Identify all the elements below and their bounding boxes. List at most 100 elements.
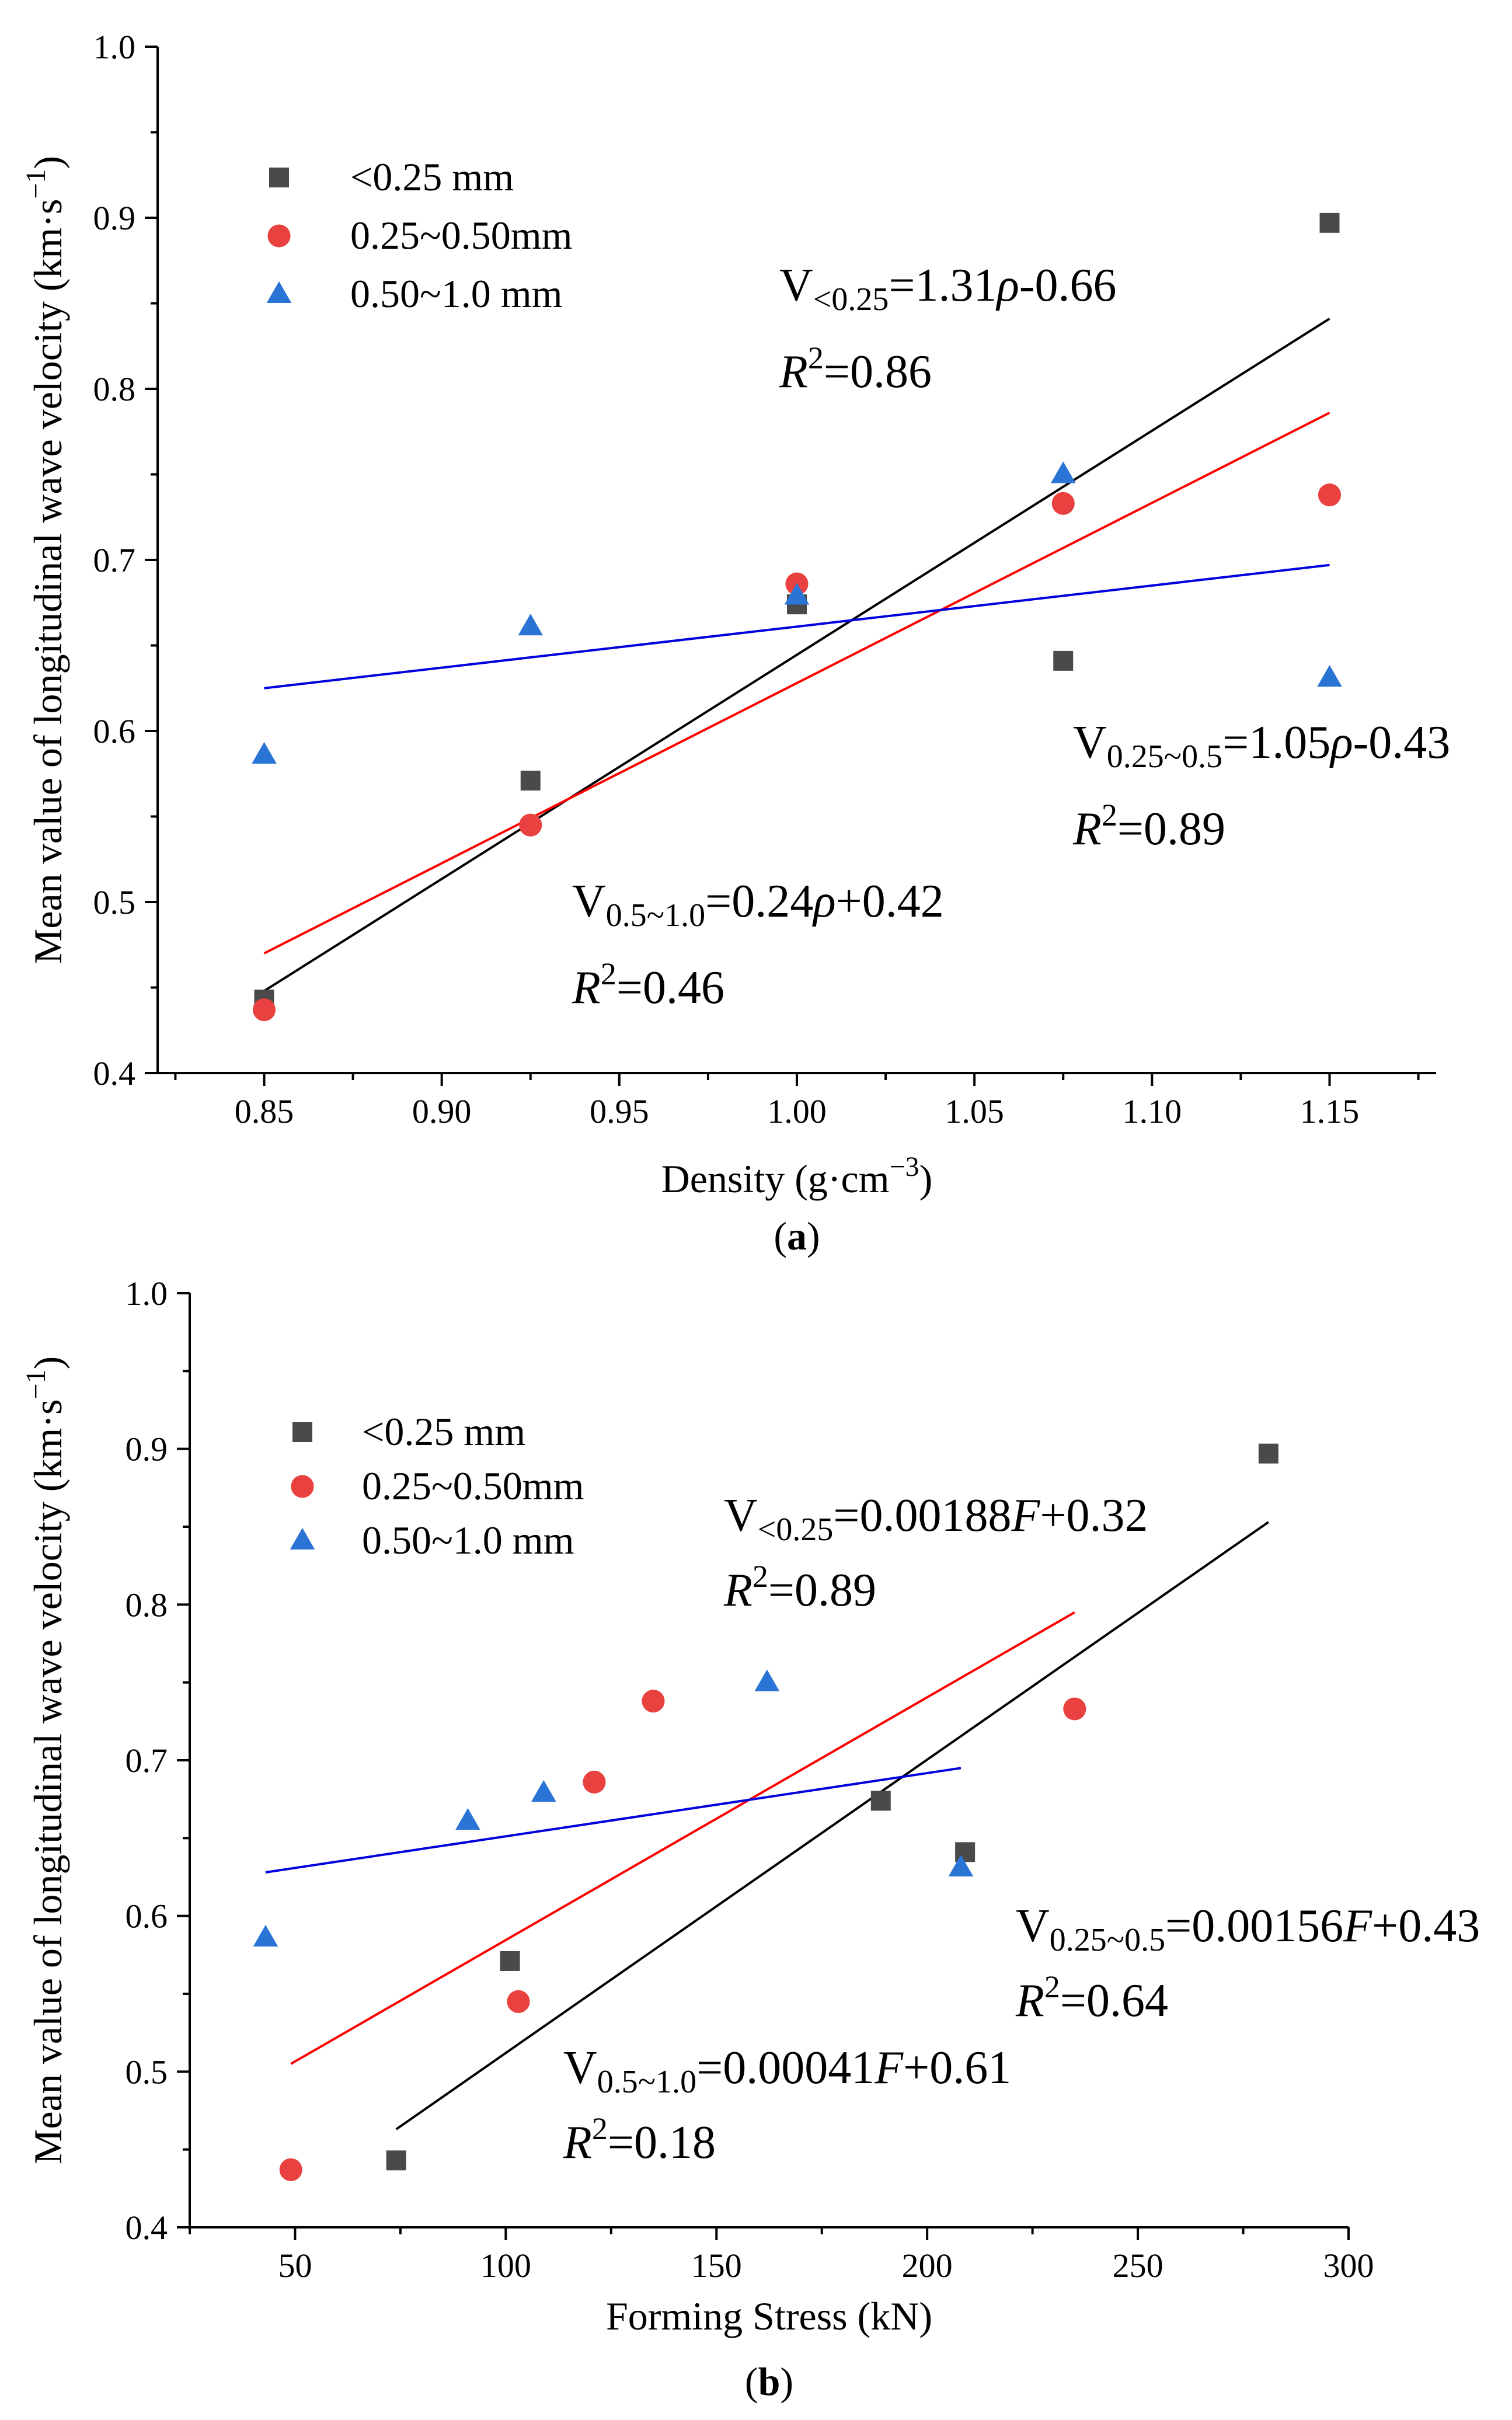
- x-tick-label: 150: [691, 2247, 742, 2285]
- fit-line: [263, 318, 1330, 993]
- chart-panel-b: 0.4 0.5 0.6 0.7 0.8 0.9 1.0 50 100 150 200 250 300 <0…: [20, 1275, 1480, 2404]
- r-squared: R2=0.86: [779, 340, 932, 398]
- data-point: [784, 583, 810, 605]
- r2-symbol: R: [563, 2117, 592, 2168]
- eq-coefficient: =1.31: [889, 260, 997, 311]
- r2-symbol: R: [572, 962, 601, 1014]
- data-point: [507, 1990, 530, 2013]
- data-point: [583, 1770, 606, 1794]
- r2-value: =0.46: [616, 962, 724, 1014]
- y-tick-label: 1.0: [126, 1275, 168, 1312]
- legend-marker: [269, 168, 289, 187]
- panel-label-close: ): [807, 1214, 820, 1258]
- x-axis-title: Forming Stress (kN): [606, 2294, 932, 2338]
- eq-subscript: <0.25: [813, 281, 889, 318]
- y-tick-label: 0.7: [126, 1742, 168, 1780]
- r2-symbol: R: [723, 1565, 752, 1616]
- r2-power: 2: [592, 2111, 608, 2146]
- eq-symbol: V: [572, 876, 606, 927]
- r-squared: R2=0.46: [572, 956, 724, 1014]
- fit-equation: V0.5~1.0=0.00041F+0.61: [563, 2042, 1011, 2100]
- eq-variable: F: [1343, 1900, 1372, 1952]
- y-tick-label: 0.4: [93, 1054, 136, 1092]
- y-axis-title: Mean value of longitudinal wave velocity…: [20, 1356, 70, 2164]
- data-point: [1317, 665, 1342, 687]
- eq-coefficient: =0.00188: [833, 1490, 1011, 1541]
- data-point: [948, 1854, 974, 1876]
- x-tick-label: 50: [278, 2247, 312, 2285]
- legend-label: <0.25 mm: [350, 155, 514, 199]
- eq-symbol: V: [724, 1490, 758, 1541]
- r2-symbol: R: [1072, 803, 1102, 855]
- data-point: [1318, 483, 1342, 507]
- eq-intercept: +0.61: [903, 2042, 1011, 2094]
- x-tick-label: 0.90: [412, 1092, 472, 1130]
- y-tick-label: 0.5: [93, 883, 136, 921]
- y-axis-title-sup: −1: [20, 1370, 51, 1399]
- eq-symbol: V: [563, 2042, 597, 2094]
- data-point: [955, 1842, 976, 1862]
- data-point: [279, 2158, 302, 2181]
- eq-intercept: +0.32: [1040, 1490, 1148, 1541]
- eq-variable: F: [874, 2042, 904, 2094]
- y-axis-title-text: Mean value of longitudinal wave velocity…: [26, 1399, 70, 2165]
- legend-label: 0.25~0.50mm: [350, 213, 573, 257]
- eq-variable: ρ: [1329, 717, 1353, 768]
- eq-intercept: +0.43: [1372, 1900, 1480, 1952]
- eq-variable: ρ: [811, 876, 835, 927]
- fit-line: [395, 1521, 1269, 2130]
- data-point: [1051, 492, 1075, 515]
- x-tick-label: 250: [1113, 2247, 1163, 2285]
- legend-marker: [292, 1422, 312, 1442]
- y-axis-title-close: ): [26, 156, 70, 169]
- r2-power: 2: [1102, 798, 1117, 833]
- x-tick-label: 1.00: [767, 1092, 827, 1130]
- r2-power: 2: [601, 956, 616, 991]
- x-tick-label: 300: [1323, 2247, 1374, 2285]
- x-axis-title-sup: −3: [890, 1151, 919, 1182]
- eq-variable: F: [1011, 1490, 1041, 1541]
- data-point: [455, 1808, 480, 1830]
- x-axis-title-text: Forming Stress (kN): [606, 2294, 932, 2338]
- legend-marker: [267, 224, 291, 248]
- fit-equation: V<0.25=1.31ρ-0.66: [779, 260, 1117, 318]
- data-point: [870, 1791, 891, 1811]
- panel-label-close: ): [780, 2359, 793, 2404]
- eq-symbol: V: [1073, 717, 1107, 768]
- x-tick-label: 0.95: [590, 1092, 649, 1130]
- data-point: [519, 813, 542, 837]
- y-tick-label: 0.7: [93, 541, 136, 579]
- r-squared: R2=0.89: [723, 1559, 876, 1616]
- data-point: [642, 1690, 665, 1713]
- r2-power: 2: [808, 340, 824, 375]
- data-point: [754, 1669, 780, 1691]
- y-tick-label: 0.6: [93, 712, 136, 750]
- data-point: [252, 741, 277, 764]
- y-tick-label: 0.9: [126, 1430, 168, 1468]
- data-point: [386, 2150, 406, 2171]
- eq-subscript: <0.25: [758, 1512, 834, 1548]
- eq-variable: ρ: [995, 260, 1019, 311]
- legend-label: 0.25~0.50mm: [362, 1464, 584, 1508]
- y-tick-label: 0.9: [93, 199, 136, 237]
- panel-label-open: (: [774, 1214, 787, 1258]
- legend-marker: [266, 281, 292, 303]
- eq-symbol: V: [779, 260, 813, 311]
- legend-marker: [290, 1527, 315, 1550]
- eq-subscript: 0.5~1.0: [597, 2064, 696, 2100]
- eq-coefficient: =0.00156: [1165, 1900, 1343, 1952]
- legend-label: 0.50~1.0 mm: [350, 271, 563, 316]
- y-tick-label: 0.6: [126, 1897, 168, 1935]
- fit-equation: V0.25~0.5=0.00156F+0.43: [1016, 1900, 1480, 1958]
- eq-intercept: +0.42: [836, 876, 944, 927]
- x-axis-title-text: Density (g·cm: [661, 1157, 890, 1201]
- data-point: [1319, 213, 1340, 233]
- panel-label: (b): [745, 2359, 793, 2404]
- fit-equation: V0.25~0.5=1.05ρ-0.43: [1073, 717, 1450, 775]
- y-tick-label: 0.5: [126, 2053, 168, 2091]
- data-point: [500, 1951, 520, 1971]
- data-point: [518, 614, 543, 636]
- r2-symbol: R: [779, 346, 808, 398]
- x-tick-label: 1.15: [1300, 1092, 1360, 1130]
